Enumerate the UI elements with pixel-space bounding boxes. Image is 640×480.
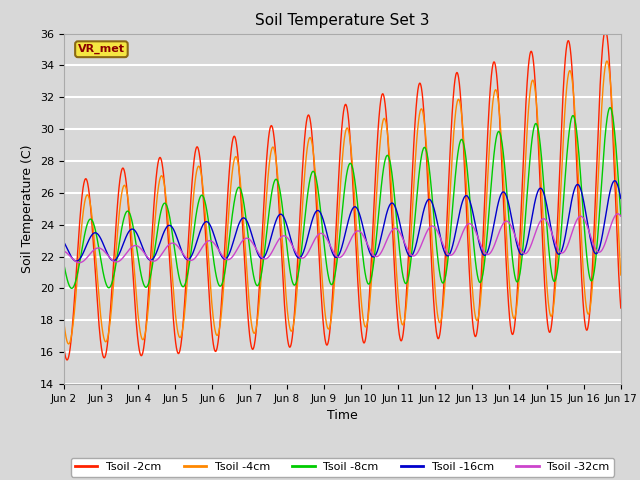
Tsoil -4cm	[603, 58, 611, 64]
Tsoil -32cm	[76, 260, 83, 265]
Tsoil -32cm	[584, 224, 591, 229]
Tsoil -16cm	[60, 240, 68, 245]
Tsoil -4cm	[65, 341, 72, 347]
Tsoil -8cm	[216, 283, 223, 289]
Tsoil -16cm	[216, 249, 223, 254]
Tsoil -2cm	[216, 326, 223, 332]
Tsoil -2cm	[371, 187, 379, 192]
Tsoil -8cm	[504, 209, 512, 215]
Tsoil -32cm	[568, 230, 575, 236]
Tsoil -2cm	[617, 305, 625, 311]
Tsoil -4cm	[60, 320, 68, 326]
Legend: Tsoil -2cm, Tsoil -4cm, Tsoil -8cm, Tsoil -16cm, Tsoil -32cm: Tsoil -2cm, Tsoil -4cm, Tsoil -8cm, Tsoi…	[70, 457, 614, 477]
Tsoil -8cm	[568, 114, 575, 120]
Line: Tsoil -2cm: Tsoil -2cm	[64, 30, 621, 360]
Tsoil -16cm	[504, 200, 512, 205]
Tsoil -8cm	[68, 286, 76, 291]
Tsoil -8cm	[617, 213, 625, 218]
Tsoil -8cm	[359, 252, 367, 257]
Tsoil -2cm	[63, 357, 71, 363]
Y-axis label: Soil Temperature (C): Soil Temperature (C)	[22, 144, 35, 273]
Tsoil -4cm	[359, 312, 367, 318]
Tsoil -2cm	[602, 27, 609, 33]
Tsoil -2cm	[568, 63, 575, 69]
Tsoil -2cm	[584, 327, 591, 333]
Tsoil -32cm	[359, 232, 367, 238]
Tsoil -4cm	[617, 272, 625, 278]
Tsoil -32cm	[60, 248, 68, 254]
Tsoil -16cm	[617, 195, 625, 201]
Tsoil -16cm	[584, 219, 591, 225]
Line: Tsoil -8cm: Tsoil -8cm	[64, 108, 621, 288]
Tsoil -16cm	[72, 258, 80, 264]
Tsoil -32cm	[614, 211, 621, 216]
Tsoil -2cm	[359, 336, 367, 342]
Tsoil -2cm	[60, 346, 68, 351]
Tsoil -8cm	[371, 251, 379, 256]
Tsoil -8cm	[584, 258, 591, 264]
Tsoil -8cm	[606, 105, 614, 110]
Tsoil -32cm	[617, 213, 625, 219]
Text: VR_met: VR_met	[78, 44, 125, 54]
Title: Soil Temperature Set 3: Soil Temperature Set 3	[255, 13, 429, 28]
Tsoil -16cm	[371, 253, 379, 259]
Tsoil -32cm	[504, 219, 512, 225]
Tsoil -8cm	[60, 262, 68, 268]
Tsoil -32cm	[216, 249, 223, 254]
Tsoil -32cm	[371, 253, 379, 259]
Tsoil -4cm	[568, 74, 575, 80]
Line: Tsoil -32cm: Tsoil -32cm	[64, 214, 621, 263]
Tsoil -16cm	[359, 223, 367, 228]
Line: Tsoil -16cm: Tsoil -16cm	[64, 181, 621, 261]
Tsoil -4cm	[371, 223, 379, 228]
Line: Tsoil -4cm: Tsoil -4cm	[64, 61, 621, 344]
Tsoil -2cm	[504, 299, 512, 304]
Tsoil -4cm	[504, 265, 512, 271]
Tsoil -16cm	[611, 178, 618, 184]
Tsoil -4cm	[216, 325, 223, 331]
X-axis label: Time: Time	[327, 409, 358, 422]
Tsoil -16cm	[568, 197, 575, 203]
Tsoil -4cm	[584, 310, 591, 315]
